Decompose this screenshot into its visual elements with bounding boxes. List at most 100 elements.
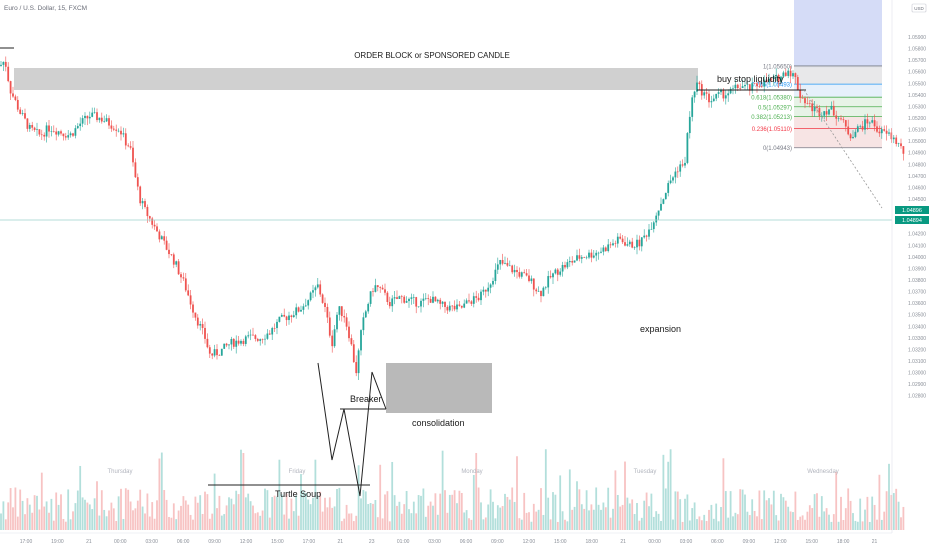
time-axis[interactable]: 17:00 19:00 21 00:00 03:00 06:00 09:00 12:00 15:… [0,532,892,545]
volume-bar [247,493,250,530]
candle-body [297,307,300,312]
candle-body [136,177,139,187]
candle-body [261,339,264,340]
volume-bar [751,499,754,530]
volume-bar [417,495,420,530]
volume-bar [823,511,826,530]
candle-body [508,265,511,267]
candle-body [885,130,888,134]
price-tick-label: 1.02900 [908,382,926,388]
candle-body [571,261,574,263]
candle-body [232,338,235,347]
candle-body [223,343,226,349]
candle-body [520,272,523,277]
candle-body [655,215,658,223]
volume-bar [292,511,295,530]
candle-body [381,287,384,290]
price-tick-label: 1.04900 [908,151,926,157]
volume-bar [813,494,816,530]
volume-bar [76,490,79,530]
candle-body [372,291,374,292]
volume-bar [345,504,348,530]
volume-bar [540,488,542,530]
order-block-zone [14,68,698,90]
volume-bar [340,521,343,530]
volume-bar [321,511,324,530]
volume-bar [698,516,701,530]
candle-body [302,306,305,310]
volume-bar [590,504,593,530]
candle-body [117,130,120,132]
price-tick-label: 1.04500 [908,197,926,203]
candle-body [537,290,540,292]
volume-bar [547,497,550,530]
volume-bar [264,488,266,530]
volume-bar [667,461,670,530]
candle-body [902,146,905,154]
candle-body [141,201,144,204]
candle-body [266,333,269,339]
candle-body [626,244,629,246]
volume-bar [384,494,386,530]
volume-bar [40,472,43,530]
volume-bar [626,497,629,530]
time-tick-label: 00:00 [114,539,127,545]
candle-body [192,304,194,313]
candle-body [864,119,866,130]
candle-body [391,298,394,307]
candle-body [580,257,583,259]
volume-bar [136,500,139,530]
candle-body [487,287,490,292]
volume-bar [148,516,151,530]
candle-body [417,306,420,308]
volume-bar [691,508,694,530]
candle-body [499,260,502,265]
candle-body [314,287,317,291]
candle-body [453,305,456,310]
candle-body [398,296,401,299]
volume-bar [871,496,874,530]
candle-body [504,262,506,264]
volume-bar [187,504,190,530]
candle-body [0,64,2,66]
volume-bar [312,497,314,530]
volume-bar [777,520,780,530]
time-tick-label: 01:00 [397,539,410,545]
candle-body [45,125,48,137]
price-axis[interactable]: 1.05900 1.05800 1.05700 1.05600 1.05500 1.054… [891,0,926,533]
last-price-value-2: 1.04894 [902,218,922,224]
candle-body [26,118,29,129]
candle-body [240,340,242,344]
volume-bar [888,463,890,530]
volume-bar [225,505,228,530]
candle-body [787,70,790,76]
candle-body [93,112,96,113]
candle-body [602,247,605,252]
volume-bar [818,516,821,530]
candle-body [252,334,254,336]
time-tick-label: 15:00 [554,539,567,545]
candle-body [489,284,492,288]
volume-bar [597,504,600,530]
volume-bar [38,509,41,530]
candle-body [892,137,895,140]
fibonacci-retracement[interactable]: 1(1.05650) 0.786(1.05493) 0.618(1.05380) 0.… [751,64,882,152]
candle-body [244,336,247,344]
candle-body [866,119,869,124]
currency-box[interactable] [911,3,927,13]
time-tick-label: 12:00 [774,539,787,545]
volume-bar [62,518,65,530]
candle-body [72,133,74,136]
volume-bar [681,521,684,530]
volume-bar [86,502,89,530]
candle-body [259,339,262,341]
candle-body [832,105,835,116]
volume-bar [451,494,454,530]
volume-bar [55,492,58,530]
volume-bar [333,506,336,530]
volume-bar [772,490,775,530]
volume-bar [756,516,758,530]
candle-body [847,126,850,135]
price-tick-label: 1.03500 [908,313,926,319]
